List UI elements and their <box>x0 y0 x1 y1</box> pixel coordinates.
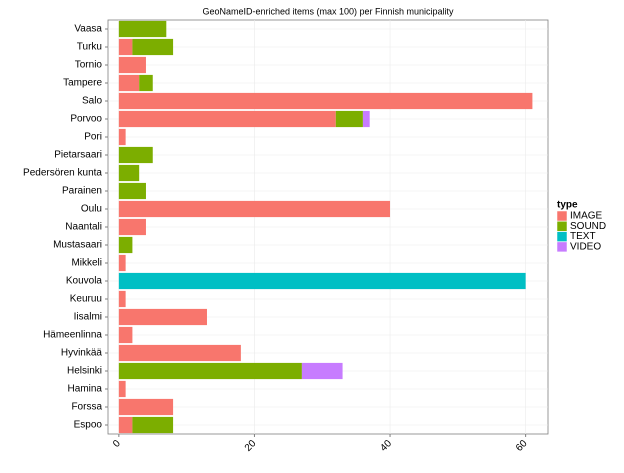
legend-label: VIDEO <box>570 242 601 253</box>
bar-segment <box>362 110 370 128</box>
bar-segment <box>132 38 174 56</box>
y-tick-label: Helsinki <box>67 366 102 377</box>
bar-segment <box>118 128 126 146</box>
bar-segment <box>118 56 146 74</box>
legend-label: IMAGE <box>570 211 603 222</box>
y-tick-label: Hamina <box>68 384 103 395</box>
y-tick-label: Parainen <box>62 186 102 197</box>
y-tick-label: Mustasaari <box>53 240 102 251</box>
y-tick-label: Pedersören kunta <box>23 168 102 179</box>
bar-segment <box>335 110 363 128</box>
y-tick-label: Iisalmi <box>74 312 102 323</box>
y-tick-label: Pietarsaari <box>54 150 102 161</box>
y-tick-label: Keuruu <box>70 294 102 305</box>
bar-segment <box>118 398 174 416</box>
bar-segment <box>118 344 241 362</box>
legend-title: type <box>557 200 578 211</box>
bar-segment <box>118 20 167 38</box>
bar-segment <box>118 254 126 272</box>
legend-key <box>556 221 568 232</box>
bar-segment <box>118 182 146 200</box>
y-tick-label: Forssa <box>71 402 102 413</box>
bar-segment <box>118 326 133 344</box>
bar-segment <box>118 362 302 380</box>
y-tick-label: Tampere <box>63 78 102 89</box>
legend-label: TEXT <box>570 231 596 242</box>
chart-title: GeoNameID-enriched items (max 100) per F… <box>202 6 454 16</box>
bar-segment <box>118 164 140 182</box>
bar-segment <box>118 290 126 308</box>
y-tick-label: Salo <box>82 96 102 107</box>
bar-segment <box>118 416 133 434</box>
bar-segment <box>118 236 133 254</box>
y-tick-label: Mikkeli <box>71 258 102 269</box>
bar-segment <box>139 74 153 92</box>
y-tick-label: Espoo <box>74 420 103 431</box>
bar-segment <box>118 110 336 128</box>
bar-segment <box>301 362 343 380</box>
y-tick-label: Naantali <box>65 222 102 233</box>
y-tick-label: Oulu <box>81 204 102 215</box>
y-tick-label: Pori <box>84 132 102 143</box>
y-tick-label: Hämeenlinna <box>43 330 102 341</box>
bar-segment <box>118 272 526 290</box>
bar-segment <box>118 146 153 164</box>
legend-key <box>556 231 568 242</box>
bar-segment <box>132 416 174 434</box>
y-tick-label: Porvoo <box>70 114 102 125</box>
y-tick-label: Tornio <box>75 60 103 71</box>
bar-segment <box>118 38 133 56</box>
y-tick-label: Vaasa <box>74 24 102 35</box>
y-tick-label: Hyvinkää <box>61 348 103 359</box>
bar-segment <box>118 200 391 218</box>
y-tick-label: Kouvola <box>66 276 103 287</box>
legend-key <box>556 210 568 222</box>
legend-label: SOUND <box>570 221 606 232</box>
y-tick-label: Turku <box>77 42 102 53</box>
bar-segment <box>118 380 126 398</box>
legend-key <box>556 241 568 253</box>
bar-segment <box>118 92 533 110</box>
bar-segment <box>118 308 207 326</box>
bar-segment <box>118 74 140 92</box>
bar-segment <box>118 218 146 236</box>
